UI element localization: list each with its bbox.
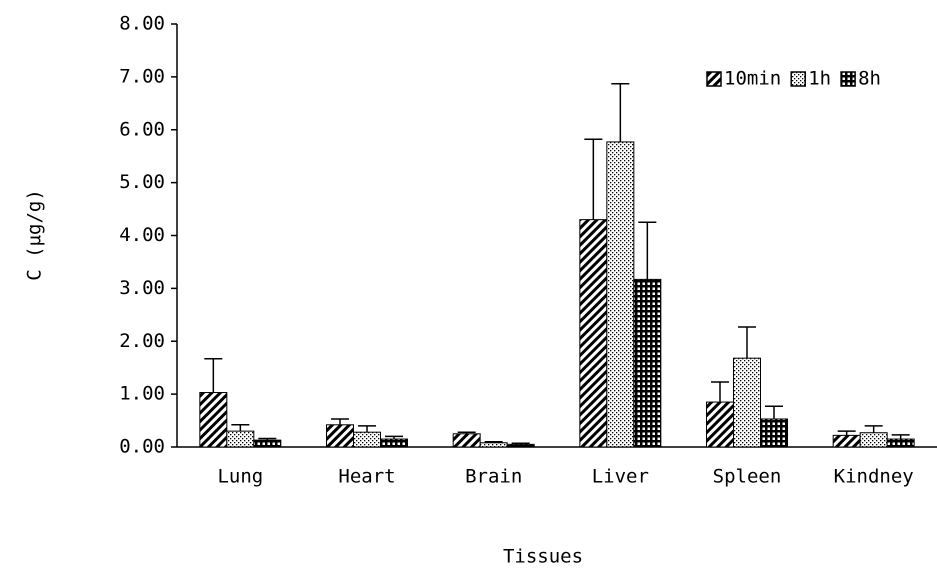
x-tick-label: Lung <box>217 466 263 488</box>
legend-label: 10min <box>724 68 781 90</box>
bar <box>226 430 255 448</box>
bar <box>579 219 608 448</box>
bar <box>760 418 788 448</box>
bar <box>326 424 354 448</box>
bar <box>506 443 535 448</box>
y-tick-label: 5.00 <box>119 171 165 193</box>
y-tick-label: 1.00 <box>119 383 165 405</box>
bar <box>380 438 408 448</box>
x-tick-label: Liver <box>592 466 649 488</box>
bar <box>733 357 761 448</box>
y-tick-label: 7.00 <box>119 65 165 87</box>
legend-label: 8h <box>858 68 881 90</box>
x-tick-label: Brain <box>465 466 522 488</box>
legend-swatch <box>790 71 806 87</box>
x-tick-label: Kindney <box>834 466 914 488</box>
legend-swatch <box>840 71 856 87</box>
x-axis-label: Tissues <box>503 546 583 568</box>
bar <box>633 278 662 448</box>
x-tick-label: Spleen <box>713 466 782 488</box>
legend-swatch <box>706 71 722 87</box>
y-tick-label: 0.00 <box>119 436 165 458</box>
x-tick-label: Heart <box>338 466 395 488</box>
bar <box>353 431 381 448</box>
bar <box>859 432 888 448</box>
bar <box>479 442 508 448</box>
y-tick-label: 3.00 <box>119 277 165 299</box>
bar <box>199 392 228 448</box>
bar <box>606 141 635 448</box>
bar <box>706 401 734 448</box>
y-tick-label: 6.00 <box>119 118 165 140</box>
y-tick-label: 4.00 <box>119 224 165 246</box>
y-tick-label: 2.00 <box>119 330 165 352</box>
bar <box>832 434 861 448</box>
bar <box>253 439 282 448</box>
y-tick-label: 8.00 <box>119 13 165 35</box>
bar <box>452 433 481 448</box>
y-axis-label: C (μg/g) <box>24 189 46 281</box>
legend-label: 1h <box>808 68 831 90</box>
bar <box>886 438 915 448</box>
